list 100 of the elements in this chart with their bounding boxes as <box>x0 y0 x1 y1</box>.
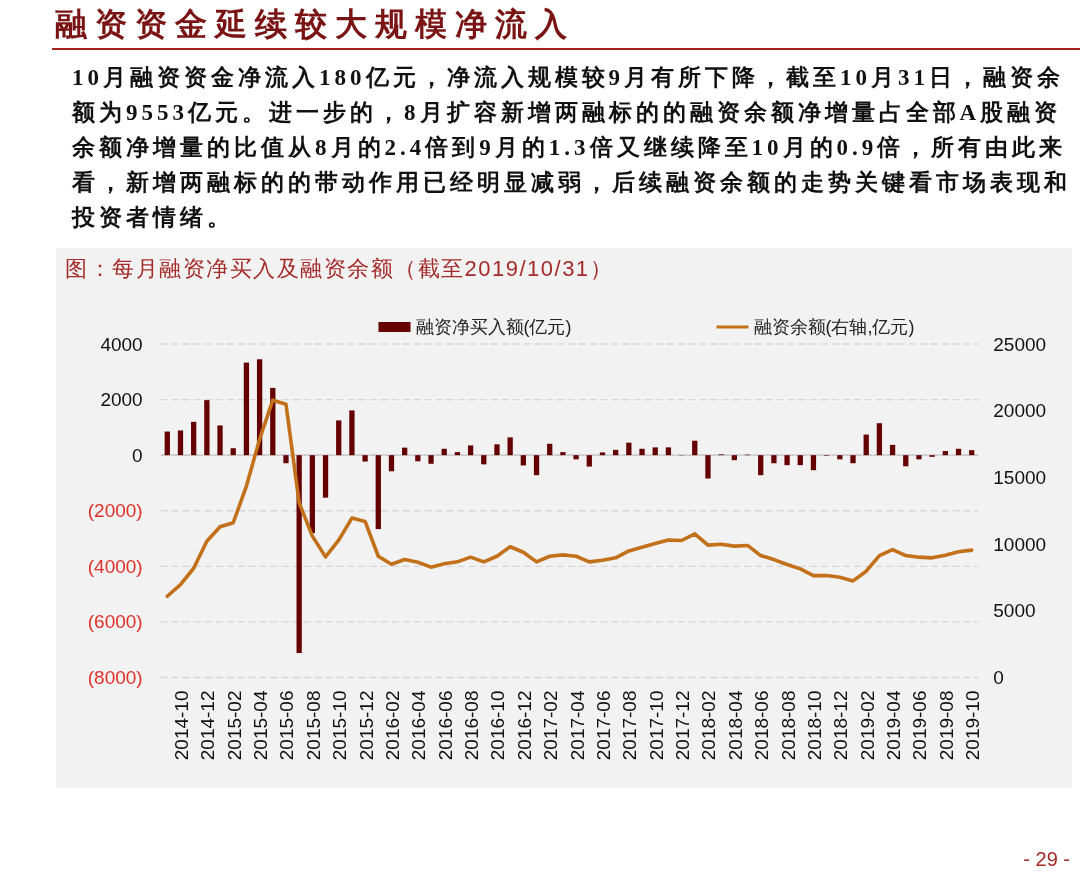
x-tick-label: 2017-06 <box>592 690 614 761</box>
y-tick-label: (4000) <box>87 555 143 577</box>
bar <box>494 444 500 456</box>
bar <box>322 455 329 498</box>
x-tick-label: 2019-02 <box>856 690 878 761</box>
x-tick-label: 2015-02 <box>223 690 245 761</box>
y-tick-label: 4000 <box>100 333 143 355</box>
bar <box>639 448 645 456</box>
x-tick-label: 2016-08 <box>461 690 483 761</box>
bar <box>586 455 592 467</box>
line-series <box>165 398 974 599</box>
bar <box>520 455 526 466</box>
bar <box>692 440 698 456</box>
bar <box>230 448 236 456</box>
x-tick-label: 2019-06 <box>909 690 931 761</box>
bar <box>177 430 184 456</box>
x-tick-label: 2015-08 <box>302 690 324 761</box>
bar <box>758 455 764 476</box>
y2-tick-label: 5000 <box>993 600 1036 622</box>
bar <box>626 442 632 456</box>
bar <box>903 455 909 467</box>
x-tick-label: 2018-12 <box>830 690 852 761</box>
bar <box>362 455 368 462</box>
x-tick-label: 2017-10 <box>645 690 667 761</box>
y2-tick-label: 15000 <box>993 466 1047 488</box>
bar <box>454 452 461 456</box>
bar <box>876 423 883 456</box>
x-tick-label: 2019-08 <box>935 690 957 761</box>
bar <box>243 362 250 456</box>
text: - 29 - <box>1023 848 1070 871</box>
bar <box>349 410 355 456</box>
y-tick-label: 0 <box>132 444 143 466</box>
bar <box>705 455 711 479</box>
x-tick-label: 2016-12 <box>513 690 535 761</box>
bar <box>533 455 540 476</box>
x-tick-label: 2018-08 <box>777 690 799 761</box>
x-tick-label: 2017-12 <box>672 690 694 761</box>
x-tick-label: 2015-06 <box>276 690 298 761</box>
x-tick-label: 2017-02 <box>540 690 562 761</box>
x-tick-label: 2016-04 <box>408 690 430 761</box>
bar <box>191 421 197 456</box>
x-tick-label: 2018-10 <box>803 690 825 761</box>
x-tick-label: 2018-04 <box>724 690 746 761</box>
bar <box>837 455 843 460</box>
bar <box>467 445 474 456</box>
bar <box>599 452 606 456</box>
x-tick-label: 2019-04 <box>883 690 905 761</box>
bar <box>969 450 975 456</box>
bar <box>889 444 896 456</box>
x-tick-label: 2015-10 <box>329 690 351 761</box>
bar <box>560 452 566 456</box>
x-tick-label: 2014-10 <box>170 690 192 761</box>
y2-tick-label: 0 <box>993 667 1004 688</box>
bar <box>507 437 513 456</box>
bar <box>942 451 948 456</box>
y2-tick-label: 20000 <box>993 400 1047 422</box>
y2-tick-label: 10000 <box>993 533 1047 555</box>
bar <box>665 447 672 456</box>
x-tick-label: 2014-12 <box>197 690 219 761</box>
bar <box>863 434 869 456</box>
bar <box>731 455 737 461</box>
bar <box>283 455 289 464</box>
x-tick-label: 2017-04 <box>566 690 588 761</box>
bar <box>336 420 342 456</box>
y-tick-label: 2000 <box>100 389 143 411</box>
chart-title: 融资资金延续较大规模净流入 <box>52 2 1080 50</box>
legend-label: 融资净买入额(亿元) <box>415 317 572 337</box>
legend-label: 融资余额(右轴,亿元) <box>753 317 915 337</box>
x-tick-label: 2018-06 <box>751 690 773 761</box>
x-tick-label: 2016-02 <box>381 690 403 761</box>
x-tick-label: 2019-10 <box>962 690 984 761</box>
bar <box>784 455 790 466</box>
bar <box>388 455 395 472</box>
y2-tick-label: 25000 <box>993 333 1047 355</box>
bar <box>797 455 803 466</box>
x-tick-label: 2018-02 <box>698 690 720 761</box>
bar <box>204 400 210 456</box>
bar <box>850 455 856 464</box>
x-tick-label: 2017-08 <box>619 690 641 761</box>
x-tick-label: 2015-04 <box>250 690 272 761</box>
y-tick-label: (2000) <box>87 500 143 522</box>
bar <box>916 455 922 460</box>
bar <box>164 431 170 456</box>
x-tick-label: 2015-12 <box>355 690 377 761</box>
bar <box>309 455 315 533</box>
y-tick-label: (6000) <box>87 611 143 633</box>
y-tick-label: (8000) <box>87 667 143 688</box>
bar <box>415 455 421 462</box>
bar <box>217 425 223 456</box>
bar <box>652 447 658 456</box>
x-tick-label: 2016-06 <box>434 690 456 761</box>
bar <box>547 443 553 456</box>
x-tick-label: 2016-10 <box>487 690 509 761</box>
chart-subtitle: 10月融资资金净流入180亿元，净流入规模较9月有所下降，截至10月31日，融资余额为9553亿元。进一步的，8月扩容新增两融标的的融资余额净增量占全部A股融资余额净增量的比值从8月的2.4倍到9月的1.3倍又继续降至10月的0.9倍，所有由此来看，新增两融标的的带动作用已经明显减弱，后续融资余额的走势关键看市场表现和投资者情绪。 <box>72 64 1072 232</box>
bar <box>428 455 434 464</box>
bar <box>810 455 817 471</box>
bar <box>573 455 579 460</box>
bar <box>771 455 777 464</box>
text: 图：每月融资净买入及融资余额（截至2019/10/31） <box>65 256 614 281</box>
bar <box>375 455 381 530</box>
